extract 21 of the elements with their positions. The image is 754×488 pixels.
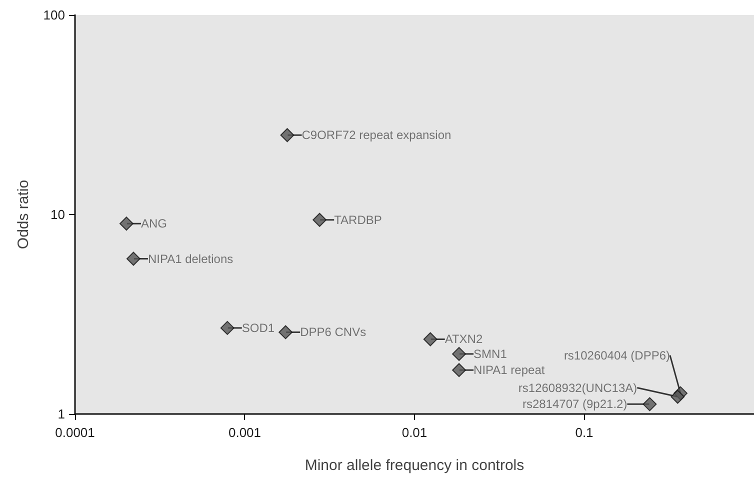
y-tick-label: 100 xyxy=(43,8,65,22)
x-axis-title: Minor allele frequency in controls xyxy=(304,457,524,474)
x-tick-label: 0.001 xyxy=(228,425,262,440)
annotation: SMN1 xyxy=(474,346,508,361)
y-tick-label: 10 xyxy=(50,207,65,222)
annotation: NIPA1 deletions xyxy=(148,252,234,266)
annotation: DPP6 CNVs xyxy=(300,325,366,340)
annotation: NIPA1 repeat xyxy=(474,363,546,378)
annotation: SOD1 xyxy=(242,320,275,335)
annotation: TARDBP xyxy=(334,212,382,227)
x-tick-label: 0.0001 xyxy=(55,425,95,440)
annotation: ANG xyxy=(140,216,167,231)
x-tick-label: 0.1 xyxy=(575,425,594,440)
annotation: rs2814707 (9p21.2) xyxy=(522,397,628,412)
x-tick-label: 0.01 xyxy=(402,425,428,440)
y-axis-title: Odds ratio xyxy=(15,180,32,250)
y-tick-label: 1 xyxy=(58,406,65,422)
annotation: rs10260404 (DPP6) xyxy=(564,348,670,362)
annotation: C9ORF72 repeat expansion xyxy=(302,128,452,142)
annotation: ATXN2 xyxy=(444,332,483,346)
annotation: rs12608932(UNC13A) xyxy=(518,380,638,395)
